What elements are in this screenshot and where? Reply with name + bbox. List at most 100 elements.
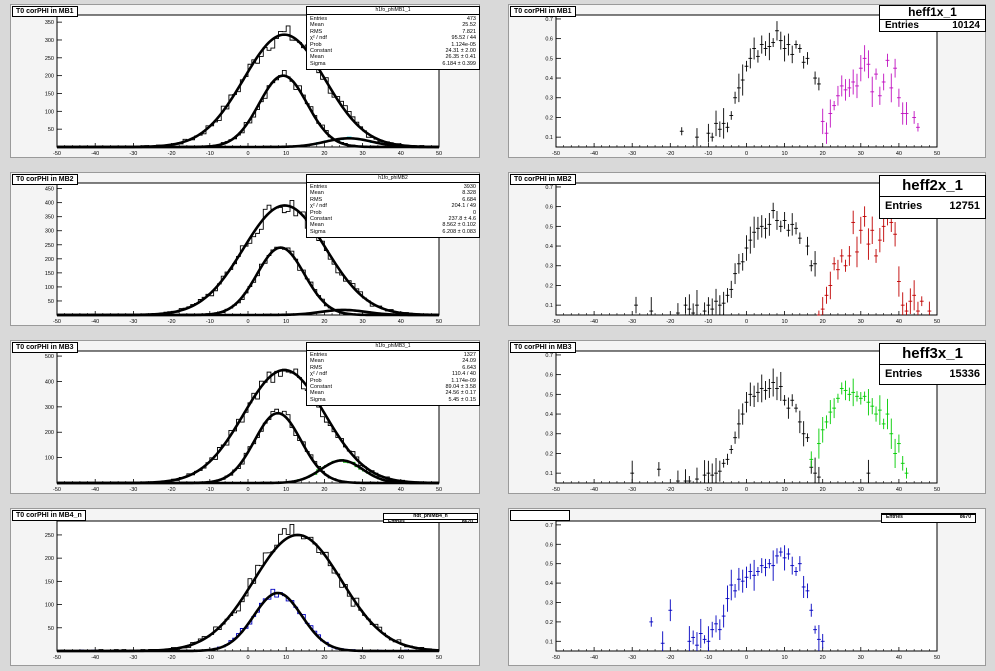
y-tick-label: 250 — [45, 533, 54, 539]
pad-title: T0 corPHI in MB2 — [12, 174, 78, 185]
x-tick-label: 40 — [896, 319, 902, 325]
y-tick-label: 0.3 — [545, 264, 553, 270]
stats-value: 6.184 ± 0.399 — [442, 60, 476, 67]
x-tick-label: 40 — [896, 487, 902, 493]
stats-row: Prob 1.174e-09 — [310, 378, 476, 384]
entries-box: hdt_phiMB4_n Entries 8670 — [383, 513, 478, 525]
stats-row: Constant 89.04 ± 3.58 — [310, 384, 476, 390]
x-tick-label: -30 — [129, 319, 137, 325]
stats-label: Entries — [310, 184, 328, 190]
x-tick-label: -50 — [552, 151, 560, 157]
stats-value: 1.174e-09 — [451, 377, 476, 384]
x-tick-label: -20 — [168, 487, 176, 493]
x-tick-label: -10 — [206, 655, 214, 661]
x-tick-label: 30 — [858, 655, 864, 661]
plot-pad: -50 -40 -30 -20 -10 0 10 20 30 40 50 0.1 0.2 0.3 0.4 0.… — [508, 172, 986, 326]
x-tick-label: 20 — [820, 151, 826, 157]
stats-value: 25.52 — [462, 22, 476, 29]
y-tick-label: 0.1 — [545, 303, 553, 309]
chart-svg: -50 -40 -30 -20 -10 0 10 20 30 40 50 100 200 300 400 50… — [45, 350, 442, 493]
entries-label: Entries — [885, 20, 919, 31]
entries-label: Entries — [885, 368, 923, 380]
stats-label: Entries — [310, 352, 328, 358]
x-tick-label: 50 — [934, 655, 940, 661]
stats-value: 204.1 / 49 — [451, 203, 476, 210]
stats-label: χ² / ndf — [310, 371, 327, 378]
entries-box-title: heff2x_1 — [880, 176, 985, 197]
x-tick-label: 40 — [398, 319, 404, 325]
x-tick-label: -10 — [704, 151, 712, 157]
y-tick-label: 0.6 — [545, 542, 553, 548]
entries-label: Entries — [885, 200, 923, 212]
y-tick-label: 0.5 — [545, 56, 553, 62]
y-tick-label: 400 — [45, 201, 54, 207]
stats-label: RMS — [310, 364, 323, 371]
y-tick-label: 250 — [45, 56, 54, 62]
x-tick-label: -40 — [590, 655, 598, 661]
plot-pad: -50 -40 -30 -20 -10 0 10 20 30 40 50 0.1 0.2 0.3 0.4 0.… — [508, 508, 986, 666]
stats-value: 26.35 ± 0.41 — [445, 54, 476, 61]
entries-row: Entries 8670 — [882, 514, 975, 520]
entries-box: heff2x_1 Entries 12751 — [879, 175, 986, 219]
y-tick-label: 0.4 — [545, 581, 553, 587]
stats-label: Sigma — [310, 60, 326, 67]
stats-value: 95.52 / 44 — [451, 35, 476, 42]
y-tick-label: 0.7 — [545, 523, 553, 529]
y-tick-label: 0.4 — [545, 412, 553, 418]
x-tick-label: 50 — [934, 319, 940, 325]
x-tick-label: -20 — [666, 487, 674, 493]
entries-row: Entries 10124 — [880, 20, 985, 32]
stats-row: χ² / ndf 204.1 / 49 — [310, 203, 476, 209]
x-tick-label: 30 — [360, 151, 366, 157]
y-tick-label: 350 — [45, 215, 54, 221]
stats-row: Mean 26.35 ± 0.41 — [310, 54, 476, 60]
stats-value: 6.643 — [462, 364, 476, 371]
entries-row: Entries 12751 — [880, 197, 985, 215]
x-tick-label: -40 — [590, 151, 598, 157]
x-tick-label: -20 — [168, 655, 176, 661]
x-tick-label: 0 — [745, 319, 748, 325]
stats-box: h1fo_phiMB3_1 Entries 1327 Mean 24.09 RMS 6.64… — [306, 342, 480, 406]
x-tick-label: 40 — [896, 151, 902, 157]
stats-row: Mean 25.52 — [310, 22, 476, 28]
entries-box-title: hdt_phiMB4_n — [413, 513, 448, 519]
x-tick-label: -50 — [552, 655, 560, 661]
y-tick-label: 0.1 — [545, 639, 553, 645]
x-tick-label: 10 — [782, 655, 788, 661]
y-tick-label: 100 — [45, 456, 54, 462]
y-tick-label: 100 — [45, 285, 54, 291]
x-tick-label: -40 — [91, 151, 99, 157]
stats-row: Entries 473 — [310, 16, 476, 22]
x-tick-label: -40 — [91, 655, 99, 661]
entries-label: Entries — [388, 519, 405, 525]
stats-row: Prob 1.124e-05 — [310, 42, 476, 48]
y-tick-label: 150 — [45, 91, 54, 97]
stats-value: 5.45 ± 0.15 — [448, 396, 476, 403]
x-tick-label: -10 — [206, 319, 214, 325]
x-tick-label: 0 — [246, 319, 249, 325]
stats-label: Entries — [310, 16, 328, 22]
x-tick-label: 30 — [360, 319, 366, 325]
x-tick-label: -50 — [53, 151, 61, 157]
stats-box: h1fo_phiMB1_1 Entries 473 Mean 25.52 RMS 7.821… — [306, 6, 480, 70]
gaussian-fit — [57, 308, 439, 317]
plot-frame — [555, 14, 938, 148]
y-tick-label: 0.3 — [545, 96, 553, 102]
y-tick-label: 0.5 — [545, 392, 553, 398]
stats-value: 6.684 — [462, 196, 476, 203]
x-tick-label: 50 — [436, 151, 442, 157]
stats-value: 473 — [466, 16, 476, 22]
stats-row: RMS 6.643 — [310, 365, 476, 371]
y-tick-label: 450 — [45, 187, 54, 193]
entries-row: Entries 8670 — [384, 519, 477, 525]
stats-label: Mean — [310, 222, 324, 229]
entries-row: Entries 15336 — [880, 365, 985, 383]
stats-label: Sigma — [310, 228, 326, 235]
stats-label: Constant — [310, 48, 333, 55]
stats-label: Prob — [310, 377, 322, 384]
x-tick-label: -20 — [168, 151, 176, 157]
x-tick-label: 30 — [858, 319, 864, 325]
stats-label: Constant — [310, 384, 333, 391]
stats-title: h1fo_phiMB1_1 — [307, 7, 479, 15]
y-tick-label: 0.6 — [545, 205, 553, 211]
